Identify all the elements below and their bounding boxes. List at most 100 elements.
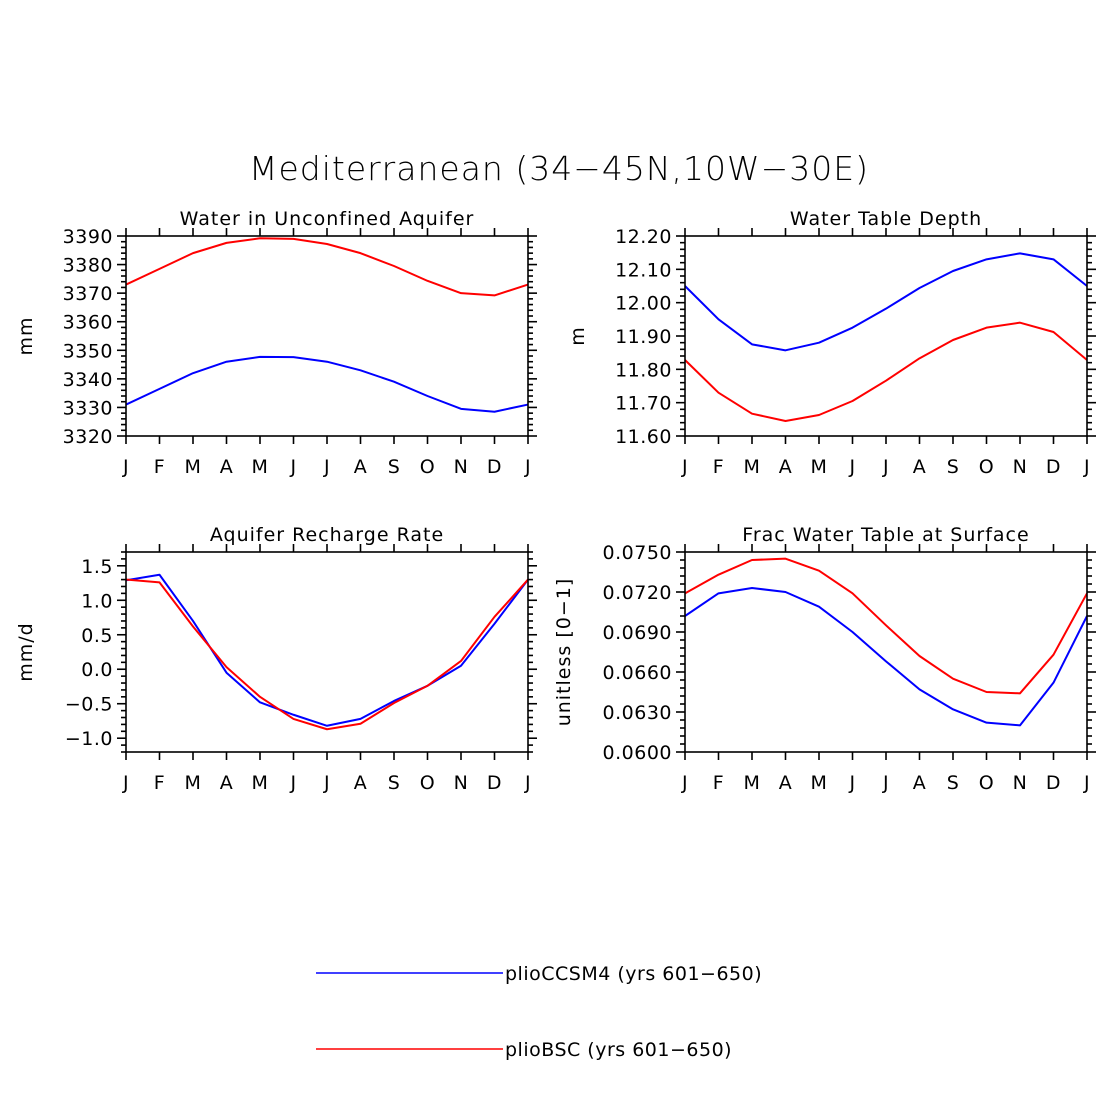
series-line-plioBSC	[125, 578, 529, 731]
y-tick-label: 0.0660	[603, 662, 672, 684]
y-tick-label: 3380	[63, 255, 113, 277]
y-tick-label: 0.5	[81, 625, 113, 647]
x-tick-label: M	[252, 772, 269, 794]
panel-title: Water Table Depth	[790, 208, 982, 230]
y-tick-label: 1.0	[81, 590, 113, 612]
series-line-plioCCSM4	[125, 355, 529, 413]
x-tick-label: J	[122, 772, 129, 794]
x-tick-label: O	[420, 456, 435, 478]
y-tick-label: 0.0630	[603, 702, 672, 724]
x-tick-label: J	[122, 456, 129, 478]
x-tick-label: J	[289, 456, 296, 478]
y-tick-label: −0.5	[65, 694, 113, 716]
y-axis-label: m	[567, 326, 589, 346]
x-tick-label: O	[979, 772, 994, 794]
x-tick-label: J	[289, 772, 296, 794]
y-tick-label: 11.80	[615, 359, 672, 381]
x-tick-label: J	[323, 772, 330, 794]
x-tick-label: A	[354, 772, 368, 794]
x-tick-label: M	[185, 772, 202, 794]
y-axis-label: mm/d	[15, 622, 37, 681]
legend-entry-plioCCSM4: plioCCSM4 (yrs 601−650)	[316, 963, 762, 985]
x-tick-label: M	[744, 456, 761, 478]
x-tick-label: O	[420, 772, 435, 794]
plot-frame	[125, 235, 529, 437]
plot-frame	[684, 235, 1088, 437]
x-tick-label: D	[487, 772, 502, 794]
legend: plioCCSM4 (yrs 601−650) plioBSC (yrs 601…	[316, 963, 762, 1061]
x-tick-label: N	[1013, 772, 1028, 794]
x-tick-label: A	[913, 772, 927, 794]
x-tick-label: J	[848, 456, 855, 478]
panel-title: Aquifer Recharge Rate	[210, 524, 444, 546]
x-tick-label: A	[354, 456, 368, 478]
legend-entry-plioBSC: plioBSC (yrs 601−650)	[316, 1039, 732, 1061]
y-axis-label: unitless [0−1]	[553, 578, 575, 727]
y-tick-label: 1.5	[81, 556, 113, 578]
x-tick-label: D	[1046, 456, 1061, 478]
y-tick-label: 0.0720	[603, 582, 672, 604]
plot-frame	[684, 551, 1088, 753]
y-tick-label: 12.00	[615, 293, 672, 315]
x-tick-label: F	[154, 772, 165, 794]
x-tick-label: J	[1083, 456, 1090, 478]
x-tick-label: M	[744, 772, 761, 794]
y-tick-label: 3390	[63, 226, 113, 248]
y-tick-label: 0.0690	[603, 622, 672, 644]
legend-label-plioBSC: plioBSC (yrs 601−650)	[505, 1039, 732, 1061]
y-tick-label: 11.70	[615, 393, 672, 415]
x-tick-label: J	[882, 772, 889, 794]
panel-title: Frac Water Table at Surface	[742, 524, 1029, 546]
series-line-plioBSC	[125, 237, 529, 297]
x-tick-label: A	[779, 456, 793, 478]
x-tick-label: F	[713, 772, 724, 794]
y-tick-label: 11.90	[615, 326, 672, 348]
x-tick-label: J	[524, 772, 531, 794]
x-tick-label: F	[713, 456, 724, 478]
y-axis-label: mm	[15, 316, 37, 355]
x-tick-label: S	[388, 772, 401, 794]
series-line-plioCCSM4	[125, 573, 529, 727]
x-tick-label: J	[681, 456, 688, 478]
y-tick-label: 3320	[63, 426, 113, 448]
x-tick-label: J	[882, 456, 889, 478]
x-tick-label: J	[848, 772, 855, 794]
x-tick-label: S	[947, 456, 960, 478]
x-tick-label: M	[185, 456, 202, 478]
x-tick-label: M	[811, 772, 828, 794]
y-tick-label: 11.60	[615, 426, 672, 448]
figure-title: Mediterranean (34−45N,10W−30E)	[249, 149, 869, 188]
x-tick-label: N	[454, 456, 469, 478]
x-tick-label: A	[913, 456, 927, 478]
x-tick-label: A	[220, 772, 234, 794]
y-tick-label: 3370	[63, 283, 113, 305]
x-tick-label: F	[154, 456, 165, 478]
x-tick-label: J	[1083, 772, 1090, 794]
x-tick-label: J	[323, 456, 330, 478]
y-tick-label: 3330	[63, 397, 113, 419]
panel-title: Water in Unconfined Aquifer	[180, 208, 475, 230]
series-line-plioCCSM4	[684, 252, 1088, 352]
x-tick-label: J	[524, 456, 531, 478]
x-tick-label: J	[681, 772, 688, 794]
x-tick-label: S	[947, 772, 960, 794]
plot-frame	[125, 551, 529, 753]
x-tick-label: A	[779, 772, 793, 794]
series-line-plioBSC	[684, 557, 1088, 695]
x-tick-label: D	[1046, 772, 1061, 794]
x-tick-label: M	[252, 456, 269, 478]
series-line-plioCCSM4	[684, 587, 1088, 727]
x-tick-label: N	[1013, 456, 1028, 478]
y-tick-label: 3340	[63, 369, 113, 391]
legend-label-plioCCSM4: plioCCSM4 (yrs 601−650)	[505, 963, 762, 985]
y-tick-label: 0.0750	[603, 542, 672, 564]
series-line-plioBSC	[684, 321, 1088, 422]
x-tick-label: D	[487, 456, 502, 478]
x-tick-label: M	[811, 456, 828, 478]
y-tick-label: 12.20	[615, 226, 672, 248]
